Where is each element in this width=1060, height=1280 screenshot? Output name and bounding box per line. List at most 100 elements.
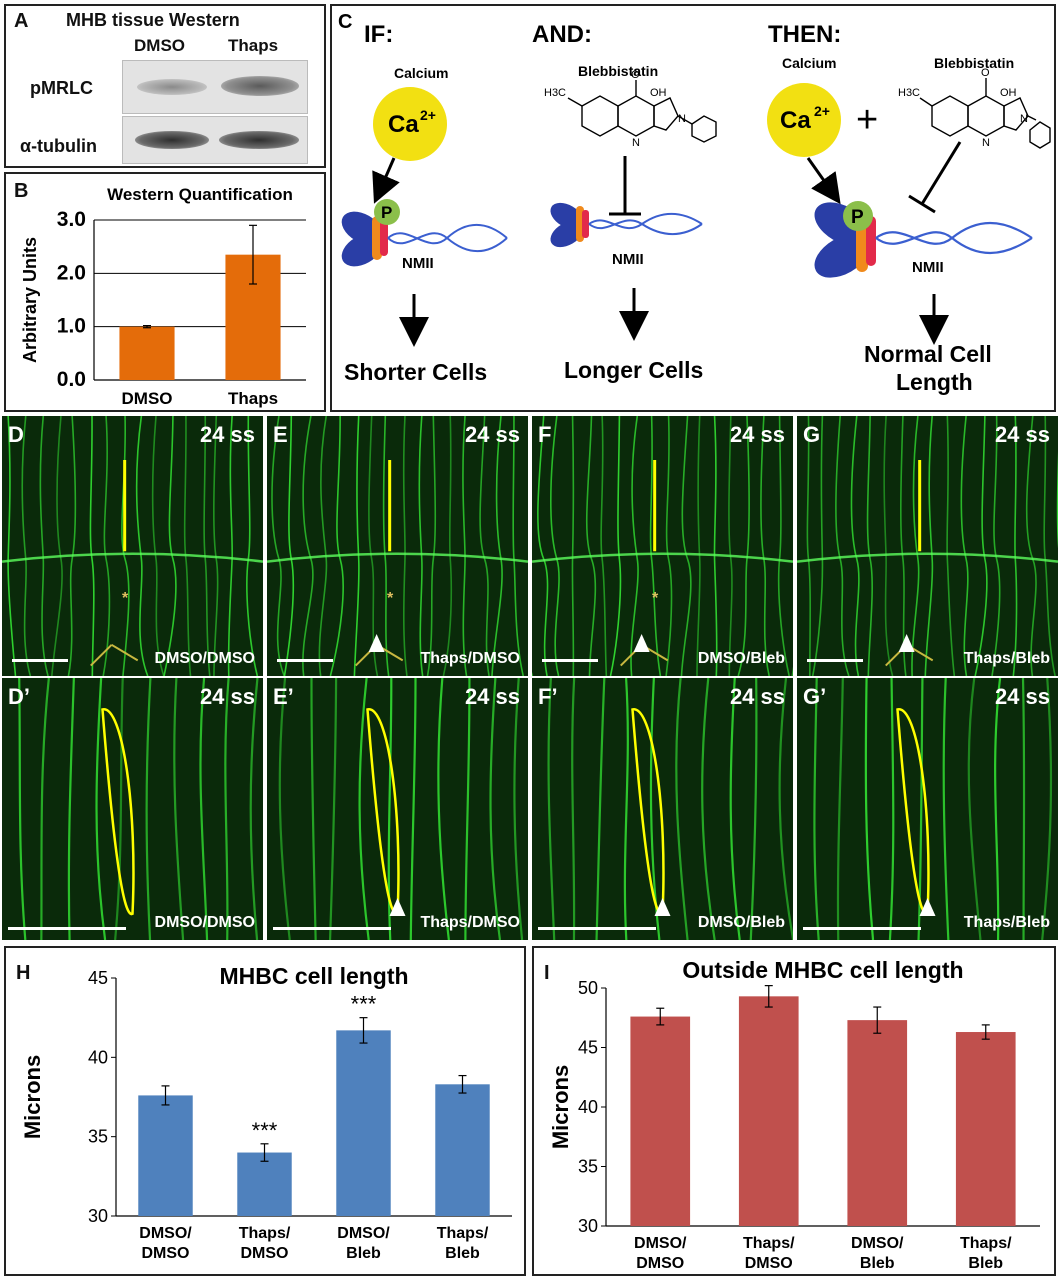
activation-arrow-if	[372, 157, 400, 204]
cell-membrane	[537, 416, 549, 676]
micrograph-e-prime: E’ 24 ss Thaps/DMSO	[267, 678, 528, 940]
blot-tubulin	[122, 116, 308, 164]
blot-row-tubulin: α-tubulin	[20, 136, 98, 156]
category-label: Bleb	[445, 1245, 480, 1262]
category-label: Thaps/	[239, 1225, 291, 1242]
stage-label: 24 ss	[199, 422, 255, 447]
category-label: Bleb	[346, 1245, 381, 1262]
micrograph-letter: G’	[803, 684, 827, 709]
cell-membrane	[630, 416, 639, 676]
condition-label: Thaps/DMSO	[420, 914, 520, 931]
cell-membrane	[813, 678, 820, 940]
chart-i: Outside MHBC cell length Microns 30 35 40 45 5…	[548, 957, 1040, 1272]
cell-membrane	[960, 416, 969, 676]
cell-membrane	[145, 678, 152, 940]
then-label: THEN:	[768, 21, 841, 48]
stage-label: 24 ss	[729, 684, 785, 709]
plus-sign: +	[856, 99, 878, 141]
condition-label: Thaps/Bleb	[963, 914, 1050, 931]
category-label: Bleb	[860, 1255, 895, 1272]
chart-title: Outside MHBC cell length	[682, 957, 963, 983]
midline-boundary	[532, 552, 793, 563]
cell-membrane	[571, 416, 575, 676]
category-label: DMSO	[636, 1255, 684, 1272]
y-tick-label: 35	[578, 1157, 598, 1177]
category-label: DMSO	[122, 389, 173, 408]
panel-a-title: MHB tissue Western	[66, 10, 240, 30]
cell-membrane	[135, 416, 149, 676]
category-label: DMSO/	[851, 1235, 904, 1252]
micrograph-f-prime: F’ 24 ss DMSO/Bleb	[532, 678, 793, 940]
cell-membrane	[7, 416, 17, 676]
cell-membrane	[835, 416, 850, 676]
tissue-image: *	[532, 416, 793, 676]
category-label: DMSO/	[337, 1225, 390, 1242]
cell-membrane	[974, 416, 988, 676]
cell-membrane	[358, 678, 370, 940]
nmii-label-then: NMII	[912, 259, 944, 276]
inhibition-bar-then	[908, 194, 936, 214]
condition-label: Thaps/Bleb	[963, 650, 1050, 667]
scale-bar	[538, 927, 656, 930]
cell-membrane	[183, 416, 192, 676]
cell-membrane	[623, 678, 629, 940]
bar	[738, 996, 799, 1226]
cell-membrane	[680, 416, 692, 676]
y-tick-label: 0.0	[57, 368, 86, 391]
cell-membrane	[1041, 678, 1053, 940]
ca-charge-then: 2+	[814, 103, 830, 119]
cell-membrane	[102, 416, 111, 676]
cell-membrane	[89, 416, 95, 676]
blebbistatin-label-and: Blebbistatin	[578, 63, 658, 79]
y-axis-label: Arbitrary Units	[20, 237, 40, 363]
midline-boundary	[797, 552, 1058, 563]
cell-membrane	[302, 416, 314, 676]
chem-o-then: O	[981, 67, 990, 79]
phospho-group-then	[843, 201, 873, 231]
chart-title: MHBC cell length	[219, 963, 408, 989]
micrograph-f: * F 24 ss DMSO/Bleb	[532, 416, 793, 676]
y-tick-label: 40	[88, 1047, 108, 1067]
stage-label: 24 ss	[994, 422, 1050, 447]
cell-membrane	[318, 416, 328, 676]
mechanism-diagram: C IF: AND: THEN: Calcium Ca 2+ P NMII Sh…	[338, 11, 1051, 395]
bar	[138, 1095, 193, 1216]
asterisk-marker: *	[387, 590, 394, 607]
condition-label: Thaps/DMSO	[420, 650, 520, 667]
category-label: Thaps/	[437, 1225, 489, 1242]
inhibition-line-then	[920, 141, 962, 205]
bar	[630, 1016, 691, 1226]
scale-bar	[8, 927, 126, 930]
chart-h: MHBC cell length Microns 30 35 40 45 DMSO/DMSO…	[20, 963, 512, 1262]
cell-membrane	[513, 678, 524, 940]
chem-oh-and: OH	[650, 87, 667, 99]
blebbistatin-structure-then	[919, 78, 1051, 149]
stage-label: 24 ss	[464, 422, 520, 447]
calcium-label-if: Calcium	[394, 65, 448, 81]
panel-a-letter: A	[14, 10, 29, 32]
y-tick-label: 45	[88, 968, 108, 988]
tissue-image	[797, 416, 1058, 676]
phospho-group-if	[374, 199, 400, 225]
chart-b: Western Quantification Arbitrary Units 0.0…	[20, 185, 306, 408]
chart-title: Western Quantification	[107, 185, 293, 204]
scale-bar	[277, 659, 333, 662]
category-label: Thaps/	[743, 1235, 795, 1252]
cell-membrane	[864, 678, 875, 940]
cell-membrane	[199, 678, 209, 940]
category-label: DMSO	[241, 1245, 289, 1262]
micrograph-letter: F’	[538, 684, 558, 709]
panel-b-letter: B	[14, 180, 29, 202]
cell-membrane	[368, 416, 379, 676]
cell-membrane	[213, 416, 219, 676]
angle-line-right	[111, 643, 139, 662]
cell-membrane	[850, 416, 860, 676]
blot-pmrlc	[122, 60, 308, 114]
category-label: DMSO/	[139, 1225, 192, 1242]
category-label: Thaps	[228, 389, 278, 408]
cell-membrane	[836, 678, 844, 940]
cell-membrane	[649, 416, 662, 676]
cell-membrane	[609, 416, 622, 676]
panel-c-letter: C	[338, 11, 352, 33]
micrograph-letter: E’	[273, 684, 294, 709]
